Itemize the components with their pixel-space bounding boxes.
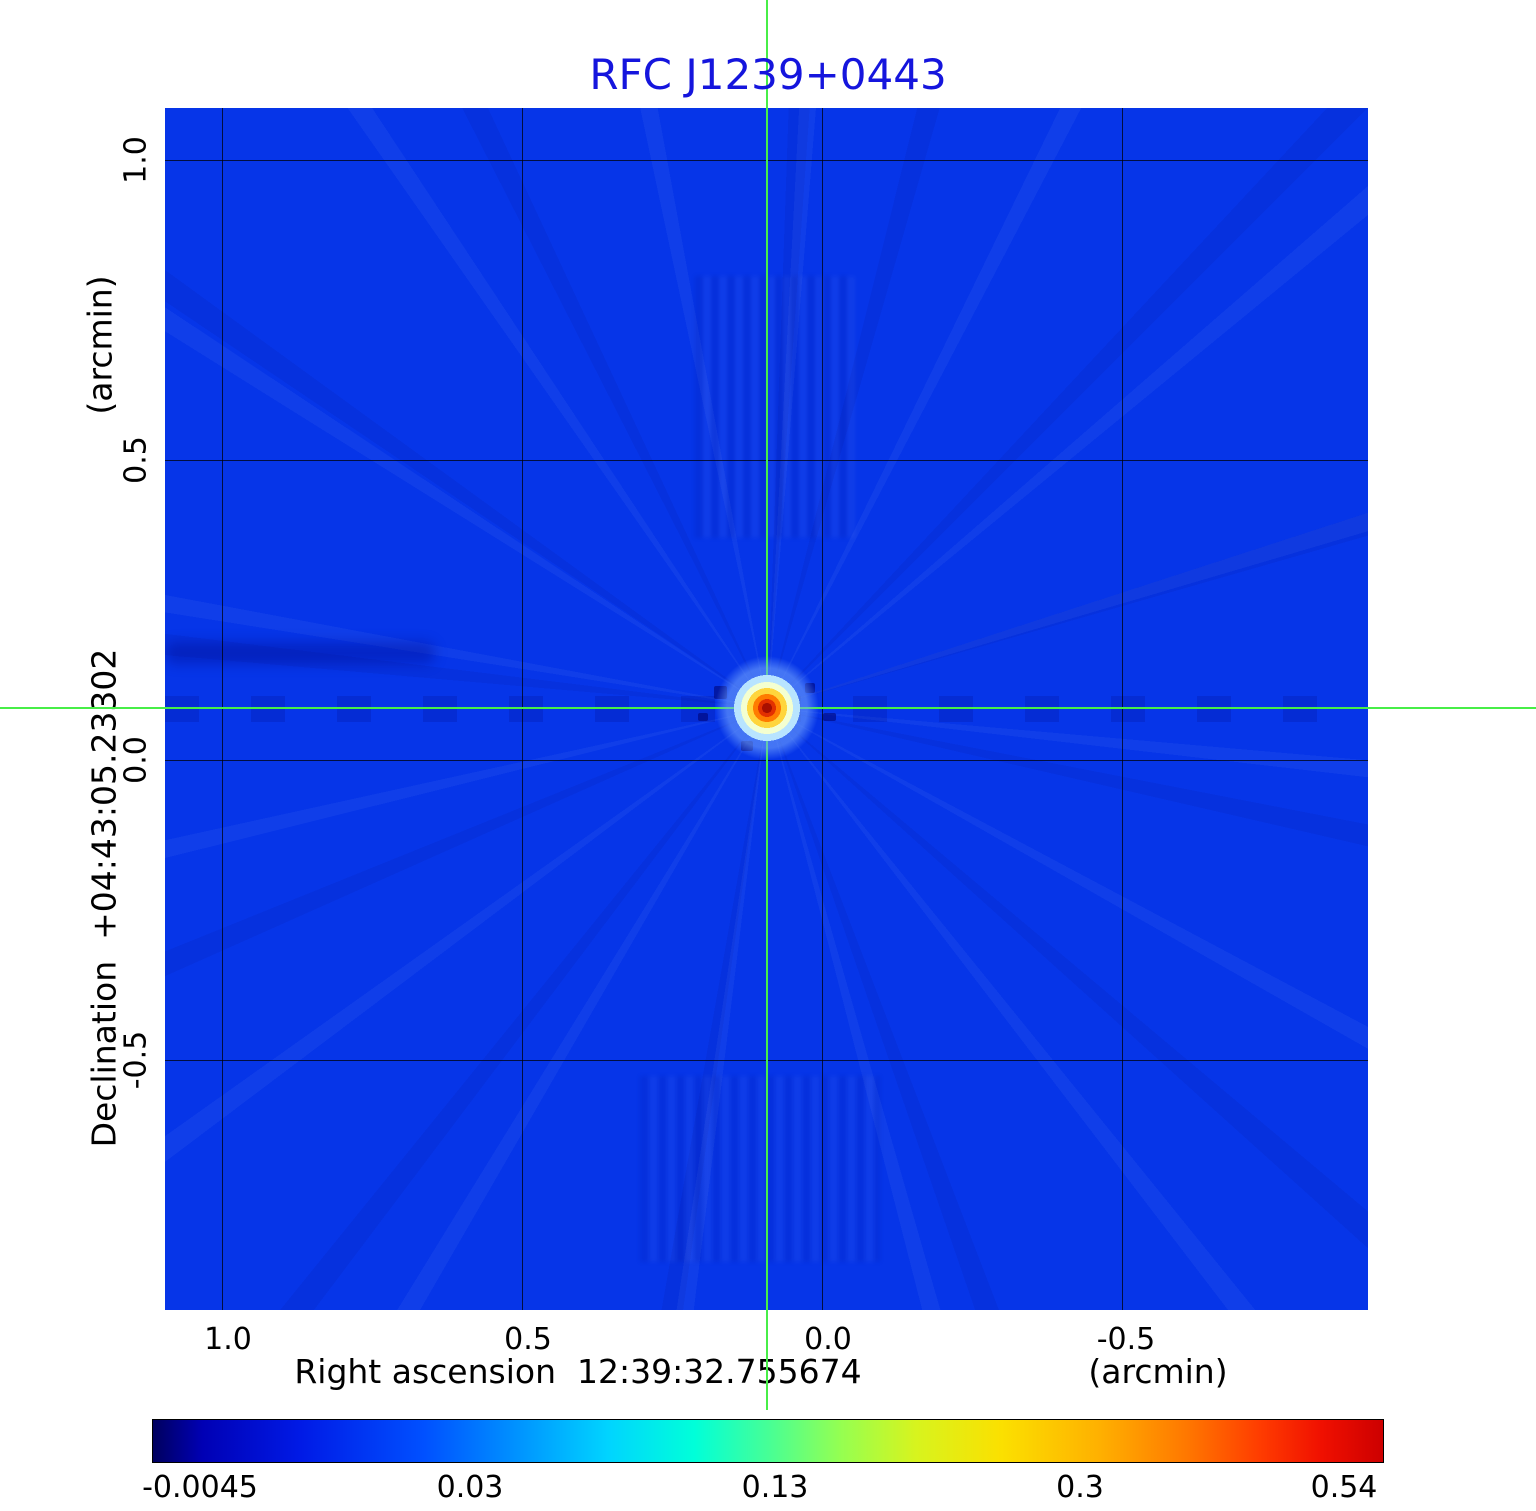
radio-source-peak <box>711 652 823 764</box>
figure-title: RFC J1239+0443 <box>589 50 947 99</box>
colorbar-tick-label: 0.54 <box>1310 1470 1378 1505</box>
y-axis-unit: (arcmin) <box>80 275 120 415</box>
y-tick-label: 1.0 <box>118 136 154 184</box>
gridline-vertical <box>1122 108 1123 1310</box>
x-tick-label: 0.5 <box>504 1322 552 1357</box>
gridline-vertical <box>222 108 223 1310</box>
x-axis-label: Right ascension 12:39:32.755674 <box>294 1352 862 1391</box>
colorbar-tick-label: 0.3 <box>1056 1470 1104 1505</box>
colorbar-tick-label: 0.03 <box>436 1470 504 1505</box>
x-tick-label: -0.5 <box>1096 1322 1156 1357</box>
sidelobe-ripple-lower <box>640 1076 880 1262</box>
gridline-vertical <box>522 108 523 1310</box>
x-tick-label: 1.0 <box>204 1322 252 1357</box>
y-tick-label: 0.5 <box>118 436 154 484</box>
noise-smudge <box>165 642 435 664</box>
colorbar <box>152 1419 1384 1463</box>
sidelobe-ripple-upper <box>695 276 855 538</box>
y-tick-label: 0.0 <box>118 736 154 784</box>
y-tick-label: -0.5 <box>118 1030 154 1090</box>
negative-sidelobe-speckle <box>823 713 836 721</box>
colorbar-tick-label: 0.13 <box>741 1470 809 1505</box>
y-axis-label: Declination +04:43:05.23302 <box>84 648 124 1148</box>
negative-sidelobe-speckle <box>698 713 708 721</box>
colorbar-tick-label: -0.0045 <box>142 1470 258 1505</box>
x-axis-unit: (arcmin) <box>1088 1352 1228 1391</box>
x-tick-label: 0.0 <box>804 1322 852 1357</box>
